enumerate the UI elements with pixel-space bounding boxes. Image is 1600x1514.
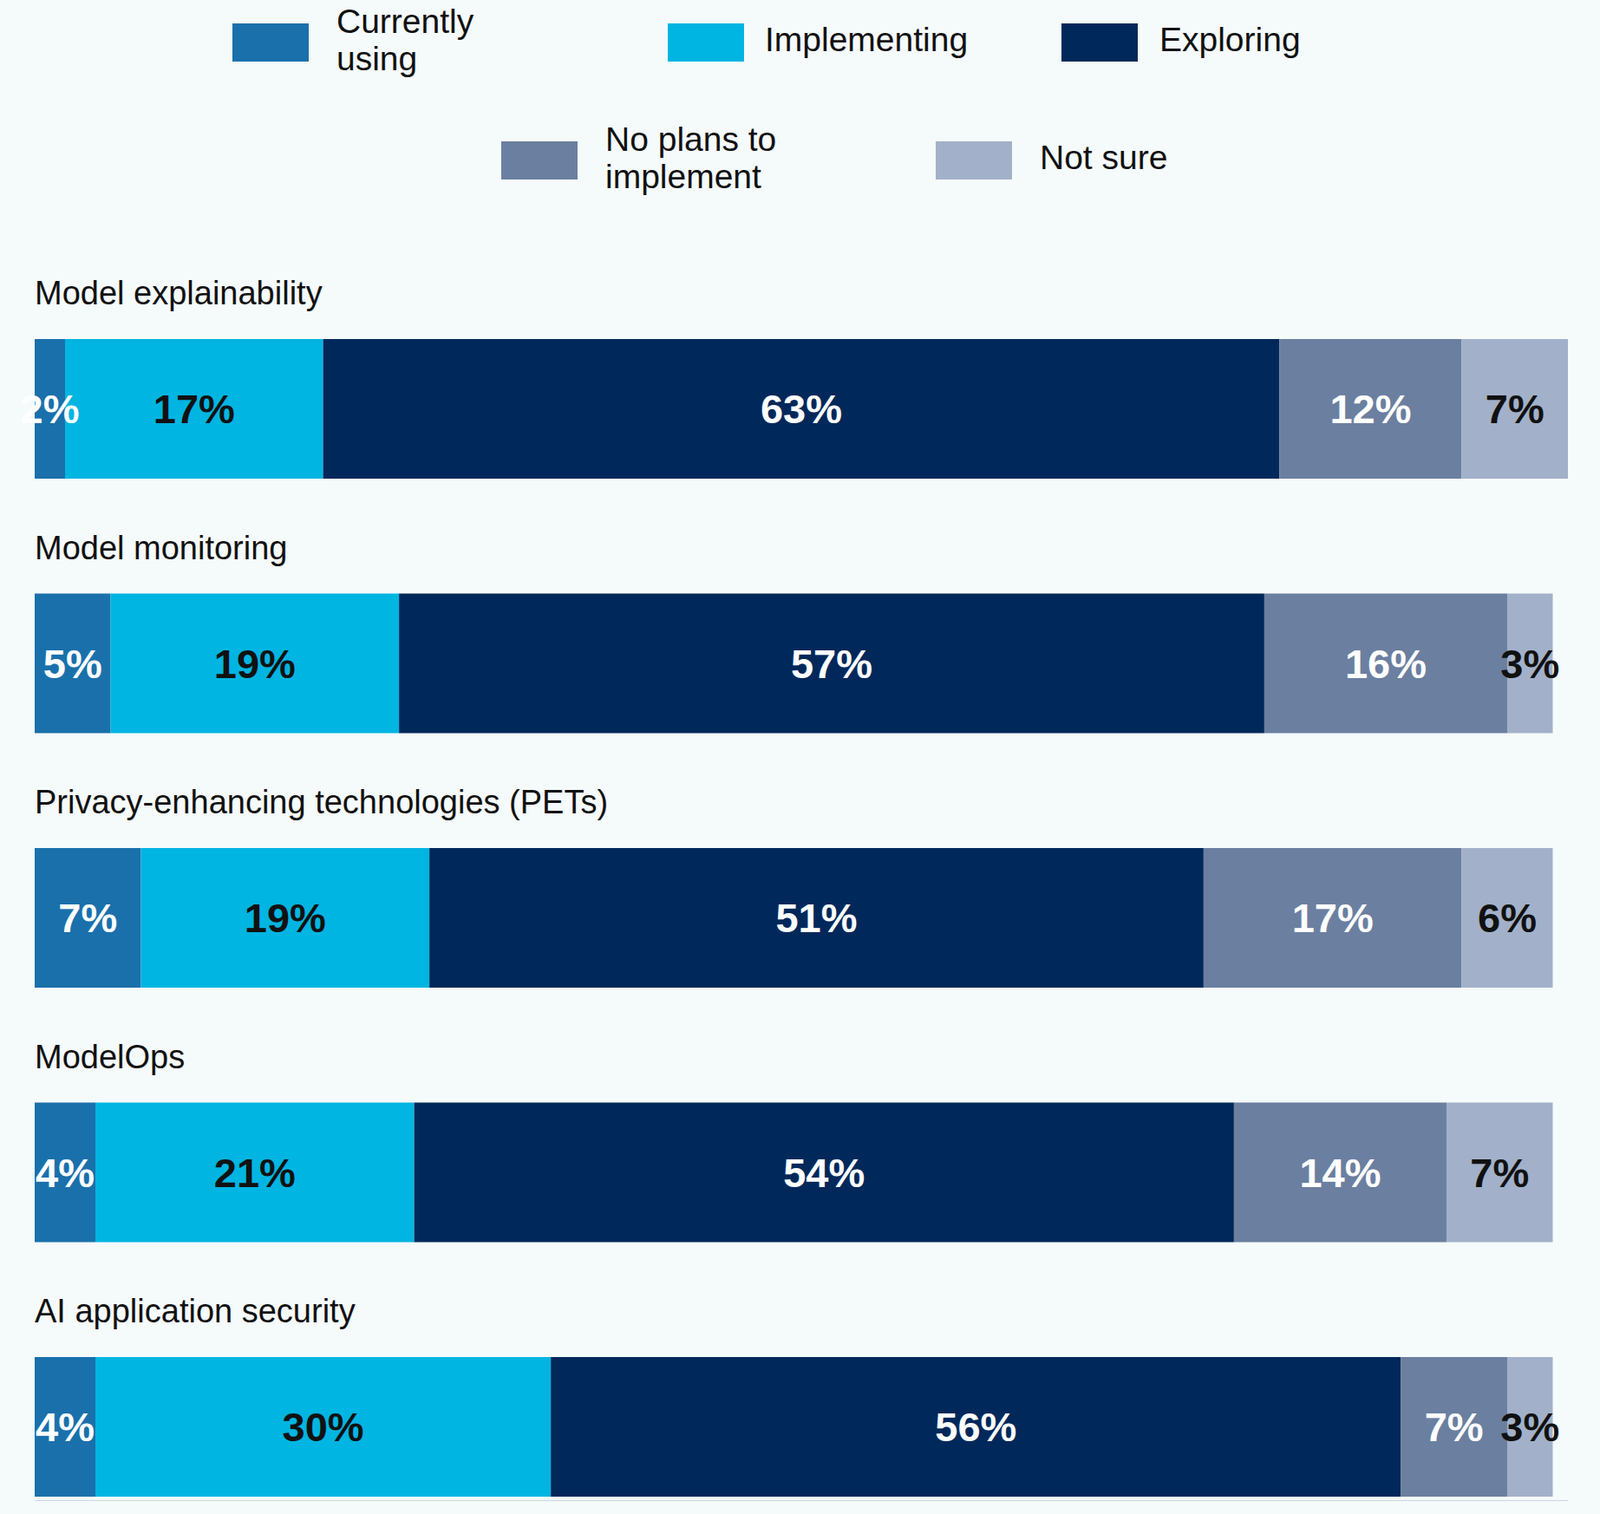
bar-segment xyxy=(1279,339,1462,479)
chart: Currentlyusing Implementing Exploring No pl… xyxy=(0,0,1600,1514)
data-label: 7% xyxy=(1485,385,1545,432)
data-label: 3% xyxy=(1500,640,1560,687)
legend: Currentlyusing Implementing Exploring No pl… xyxy=(232,2,1301,196)
bar-segment xyxy=(550,1357,1401,1497)
data-label: 57% xyxy=(790,640,873,687)
x-axis xyxy=(35,1500,1569,1502)
bar-segment xyxy=(111,594,400,734)
legend-swatch xyxy=(232,23,309,62)
bar-segment xyxy=(34,848,142,988)
data-label: 4% xyxy=(35,1404,95,1450)
legend-swatch xyxy=(1061,23,1138,62)
bar-segment xyxy=(1264,594,1508,734)
bar-segment xyxy=(1400,1357,1508,1497)
legend-label: No plans toimplement xyxy=(605,120,777,196)
data-label: 6% xyxy=(1477,894,1537,941)
category-label: ModelOps xyxy=(34,1038,185,1076)
bar-segment xyxy=(429,848,1204,988)
bar-segment xyxy=(34,1357,96,1497)
legend-label: Exploring xyxy=(1159,20,1301,59)
legend-swatch xyxy=(935,141,1013,180)
data-label: 51% xyxy=(775,894,857,941)
bar-segment xyxy=(414,1103,1235,1243)
legend-swatch xyxy=(667,23,745,62)
bars xyxy=(34,339,1568,1497)
data-label: 7% xyxy=(1424,1404,1484,1450)
bar-segment xyxy=(1461,848,1553,988)
bar-segment xyxy=(1461,339,1568,479)
data-label: 7% xyxy=(1469,1149,1529,1196)
legend-swatch xyxy=(501,141,578,180)
data-label: 63% xyxy=(760,385,843,432)
data-label: 21% xyxy=(214,1149,296,1196)
legend-label: Implementing xyxy=(764,20,968,59)
legend-label: Currentlyusing xyxy=(336,2,475,78)
category-label: Privacy-enhancing technologies (PETs) xyxy=(34,783,608,821)
axis-line xyxy=(35,1500,1569,1502)
data-label: 17% xyxy=(153,385,236,432)
bar-segment xyxy=(398,594,1265,734)
bar-segment xyxy=(1234,1103,1447,1243)
data-label: 17% xyxy=(1292,894,1374,941)
data-label: 54% xyxy=(783,1149,865,1196)
category-label: Model monitoring xyxy=(34,529,288,567)
data-label: 3% xyxy=(1500,1404,1560,1450)
category-label: Model explainability xyxy=(34,274,323,312)
data-label: 7% xyxy=(58,894,118,941)
bar-segment xyxy=(141,848,431,988)
data-labels: 2% 5% 7% 4% 4% 17% 19% 19% 21% 30% 63% 57% 51% 54% 56%… xyxy=(20,385,1561,1450)
bar-segment xyxy=(323,339,1280,479)
data-label: 14% xyxy=(1299,1149,1381,1196)
data-label: 12% xyxy=(1329,385,1411,432)
data-label: 5% xyxy=(43,640,103,687)
category-label: AI application security xyxy=(34,1293,356,1330)
data-label: 30% xyxy=(282,1404,365,1450)
data-label: 16% xyxy=(1345,640,1427,687)
bar-segment xyxy=(1203,848,1463,988)
data-label: 2% xyxy=(20,385,80,432)
bar-segment xyxy=(34,1103,96,1243)
bar-segment xyxy=(1446,1103,1554,1243)
data-label: 19% xyxy=(244,894,327,941)
data-label: 56% xyxy=(934,1404,1017,1450)
data-label: 4% xyxy=(35,1149,95,1196)
data-label: 19% xyxy=(214,640,296,687)
bar-segment xyxy=(95,1357,551,1497)
bar-segment xyxy=(65,339,324,479)
legend-label: Not sure xyxy=(1039,138,1168,177)
bar-segment xyxy=(95,1103,415,1243)
bar-segment xyxy=(34,594,112,734)
